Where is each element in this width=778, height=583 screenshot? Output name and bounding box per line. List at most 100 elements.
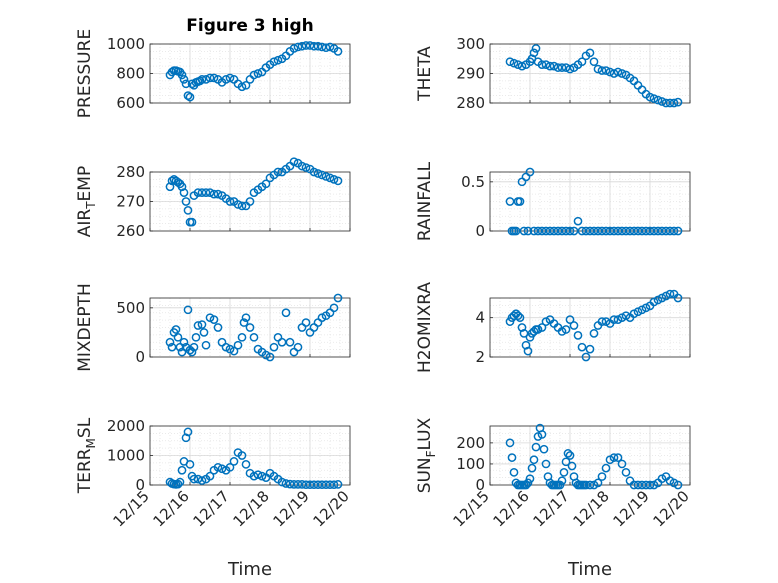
data-point [673, 226, 683, 236]
x-tick-label: 12/16 [490, 487, 533, 530]
data-point [529, 455, 539, 465]
x-tick-label: 12/15 [110, 487, 153, 530]
data-point [241, 313, 251, 323]
data-point [597, 66, 607, 75]
data-point [581, 352, 591, 362]
data-point [225, 462, 235, 472]
data-point [541, 60, 551, 70]
data-point [649, 226, 659, 236]
data-point [509, 58, 519, 68]
x-tick-label: 12/20 [650, 487, 693, 530]
data-point [239, 318, 249, 327]
subplot-pressure: 600 800 1000 PRESSURE [75, 29, 351, 118]
data-point [653, 95, 663, 105]
data-point [253, 470, 263, 480]
y-axis-label: THETA [415, 46, 435, 102]
x-tick-label: 12/19 [610, 487, 653, 530]
data-point [293, 342, 303, 352]
data-point [539, 444, 549, 454]
data-point [673, 97, 683, 107]
data-point [673, 293, 683, 303]
x-axis-label: Time [567, 559, 612, 580]
data-point [245, 197, 255, 206]
data-point [645, 226, 655, 236]
subplot-air-temp: 260 270 280 AIRTEMP [75, 157, 351, 240]
data-point [633, 226, 643, 236]
data-point [613, 226, 623, 236]
data-point [269, 342, 279, 352]
data-point [333, 293, 343, 303]
data-point [281, 479, 291, 488]
data-point [237, 201, 247, 211]
data-point [645, 480, 655, 490]
data-point [649, 94, 659, 103]
data-point [285, 479, 295, 489]
data-point [577, 226, 587, 236]
data-point [269, 57, 279, 67]
data-point [241, 460, 251, 469]
data-point [665, 98, 675, 108]
data-point [541, 226, 551, 236]
data-point [617, 69, 627, 78]
y-tick-label: 280 [116, 163, 145, 181]
y-tick-label: 0 [475, 222, 485, 240]
data-point [165, 337, 175, 347]
data-point [581, 480, 591, 490]
data-point [173, 479, 183, 489]
data-point [569, 321, 579, 330]
data-point [537, 226, 547, 236]
data-point [585, 226, 595, 236]
data-point [673, 480, 683, 490]
data-point [657, 97, 667, 106]
data-point [561, 325, 571, 334]
data-point [553, 63, 563, 72]
data-point [205, 471, 215, 481]
data-point [277, 477, 287, 487]
y-tick-label: 2000 [107, 417, 145, 435]
data-point [585, 48, 595, 58]
data-point [537, 430, 547, 439]
data-point [181, 197, 191, 206]
y-tick-label: 280 [456, 94, 485, 112]
data-point [325, 173, 335, 183]
y-tick-label: 1000 [107, 447, 145, 465]
data-point [301, 41, 311, 50]
data-point [531, 442, 541, 452]
data-point [597, 472, 607, 481]
y-tick-label: 300 [456, 35, 485, 53]
data-point [205, 188, 215, 197]
data-point [209, 315, 219, 324]
data-point [601, 463, 611, 473]
data-point [317, 480, 327, 490]
data-point [257, 471, 267, 481]
data-point [205, 73, 215, 83]
y-tick-label: 0 [475, 476, 485, 494]
data-point [309, 41, 319, 51]
data-point [245, 323, 255, 332]
data-point [197, 75, 207, 84]
data-point [179, 188, 189, 197]
data-point [523, 478, 533, 488]
y-tick-label: 200 [456, 434, 485, 452]
data-point [181, 79, 191, 89]
x-axis-label: Time [227, 559, 272, 580]
data-point [645, 92, 655, 102]
axes-box [489, 43, 691, 104]
data-point [513, 311, 523, 321]
data-point [577, 57, 587, 67]
y-tick-label: 290 [456, 65, 485, 83]
data-point [189, 474, 199, 484]
data-point [567, 461, 577, 471]
data-point [183, 427, 193, 437]
data-point [289, 157, 299, 167]
subplot-sun-flux: 0 100 200 SUNFLUX 12/1512/1612/1712/1812/191… [415, 417, 693, 580]
data-point [581, 226, 591, 236]
data-point [573, 331, 583, 340]
data-point [301, 480, 311, 490]
data-point [661, 98, 671, 108]
data-point [183, 206, 193, 215]
data-point [597, 226, 607, 236]
data-point [605, 67, 615, 77]
data-point [301, 163, 311, 172]
